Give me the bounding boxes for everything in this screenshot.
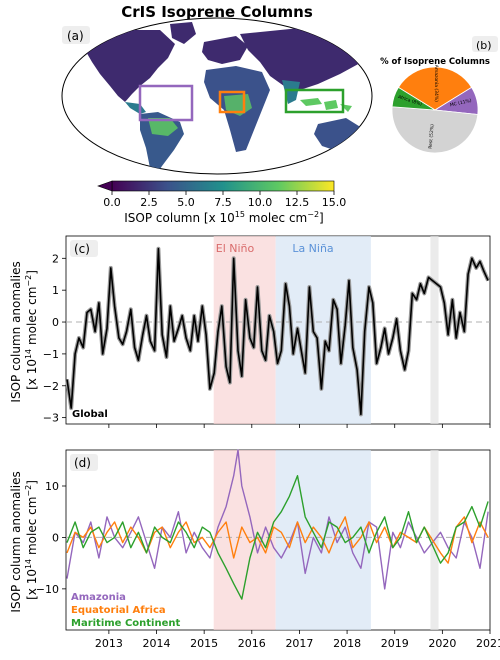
- panel-d-regional-anomalies: 100−10 2013 2014 2015 2016 2017 2018 2019 2020 2…: [9, 449, 500, 650]
- global-series-label: Global: [72, 409, 108, 420]
- shaded-period: [213, 450, 276, 630]
- amazonia-box: [138, 84, 194, 122]
- colorbar-extend-arrow: [97, 180, 113, 192]
- north-america-landmass: [85, 30, 175, 102]
- colorbar-label: ISOP column [x 1015 molec cm−2]: [124, 210, 323, 225]
- x-tick-label: 2017: [285, 637, 313, 650]
- panel-c-global-anomalies: 2 1 0 −1 −2 −3 (c) El Niño La Niña Global ISO…: [9, 235, 491, 428]
- y-tick-label: 0: [52, 531, 59, 544]
- x-tick-label: 2021: [476, 637, 500, 650]
- colorbar-gradient: [111, 180, 335, 192]
- y-tick-label: −1: [43, 348, 59, 361]
- panel-b-label: (b): [476, 39, 492, 52]
- panel-c-shading: [213, 236, 439, 424]
- shaded-period: [430, 236, 439, 424]
- panel-d-xticks: 2013 2014 2015 2016 2017 2018 2019 2020 2021: [95, 630, 500, 650]
- panel-c-series: [65, 246, 490, 417]
- panel-d-yticks: 10 0 −10: [36, 480, 66, 596]
- pie-title: % of Isoprene Columns: [380, 57, 490, 67]
- colorbar-tick-label: 7.5: [214, 196, 232, 209]
- series-line-global: [66, 247, 489, 416]
- x-tick-label: 2014: [143, 637, 171, 650]
- x-tick-label: 2016: [238, 637, 266, 650]
- panel-d-shading: [213, 450, 439, 630]
- y-tick-label: 2: [52, 252, 59, 265]
- y-tick-label: −2: [43, 380, 59, 393]
- legend-amazonia: Amazonia: [71, 592, 126, 603]
- maritime-continent-box: [284, 88, 345, 114]
- y-tick-label: 0: [52, 316, 59, 329]
- la-nina-label: La Niña: [292, 242, 333, 255]
- pie-slice: [391, 86, 436, 111]
- el-nino-label: El Niño: [216, 242, 255, 255]
- amazon-region: [148, 118, 178, 136]
- pie-slice-label: MC (11%): [449, 98, 472, 109]
- series-line-equatorial-africa: [66, 516, 489, 564]
- panel-d-legend: Amazonia Equatorial Africa Maritime Cont…: [71, 592, 181, 629]
- panel-c-label: (c): [74, 242, 90, 256]
- figure-title: CrIS Isoprene Columns: [121, 3, 313, 21]
- panel-a-label-bg: [62, 26, 90, 44]
- y-tick-label: −10: [36, 583, 59, 596]
- pie-slice: [391, 106, 479, 154]
- y-tick-label: 10: [45, 480, 59, 493]
- colorbar-tick-label: 12.5: [285, 196, 310, 209]
- pie-slice: [397, 66, 473, 111]
- panel-a-map: (a): [61, 17, 373, 175]
- pie-slice-label: Rest (52%): [428, 124, 436, 149]
- map-landmasses: [85, 22, 370, 174]
- colorbar-tick-label: 5.0: [177, 196, 195, 209]
- europe-landmass: [202, 36, 248, 64]
- panel-c-ylabel: ISOP column anomalies [x 1014 molec cm−2…: [9, 257, 39, 402]
- colorbar-ticks: 0.0 2.5 5.0 7.5 10.0 12.5 15.0: [103, 191, 346, 209]
- panel-d-label: (d): [74, 456, 91, 470]
- legend-maritime-continent: Maritime Continent: [71, 618, 181, 629]
- y-tick-label: 1: [52, 284, 59, 297]
- colorbar-tick-label: 15.0: [322, 196, 347, 209]
- pie-slices: Amazonia (34%)MC (11%)Rest (52%)Africa (…: [391, 65, 479, 154]
- x-tick-label: 2015: [190, 637, 218, 650]
- equatorial-africa-box: [218, 90, 246, 114]
- x-tick-label: 2019: [381, 637, 409, 650]
- panel-d-ylabel: ISOP column anomalies [x 1014 molec cm−2…: [9, 467, 39, 612]
- y-tick-label: −3: [43, 412, 59, 425]
- x-tick-label: 2018: [333, 637, 361, 650]
- colorbar-tick-label: 0.0: [103, 196, 121, 209]
- colorbar-tick-label: 10.0: [248, 196, 273, 209]
- colorbar: 0.0 2.5 5.0 7.5 10.0 12.5 15.0 ISOP column [x …: [97, 180, 346, 225]
- colorbar-tick-label: 2.5: [140, 196, 158, 209]
- panel-c-yticks: 2 1 0 −1 −2 −3: [43, 252, 66, 425]
- panel-c-xticks: [108, 424, 491, 428]
- pie-slice-label: Amazonia (34%): [433, 65, 439, 102]
- panel-c-label-bg: [70, 240, 98, 257]
- legend-equatorial-africa: Equatorial Africa: [71, 605, 166, 616]
- panel-d-label-bg: [70, 454, 98, 471]
- series-line-amazonia: [66, 449, 489, 590]
- series-line-maritime-continent: [66, 475, 489, 600]
- panel-d-series: [66, 449, 489, 600]
- x-tick-label: 2013: [95, 637, 123, 650]
- panel-b-label-bg: [472, 36, 498, 52]
- panel-b-pie: (b) % of Isoprene Columns Amazonia (34%)…: [380, 36, 498, 154]
- maritime-islands: [300, 98, 352, 112]
- x-tick-label: 2020: [428, 637, 456, 650]
- panel-a-label: (a): [67, 29, 84, 43]
- greenland-landmass: [170, 22, 196, 44]
